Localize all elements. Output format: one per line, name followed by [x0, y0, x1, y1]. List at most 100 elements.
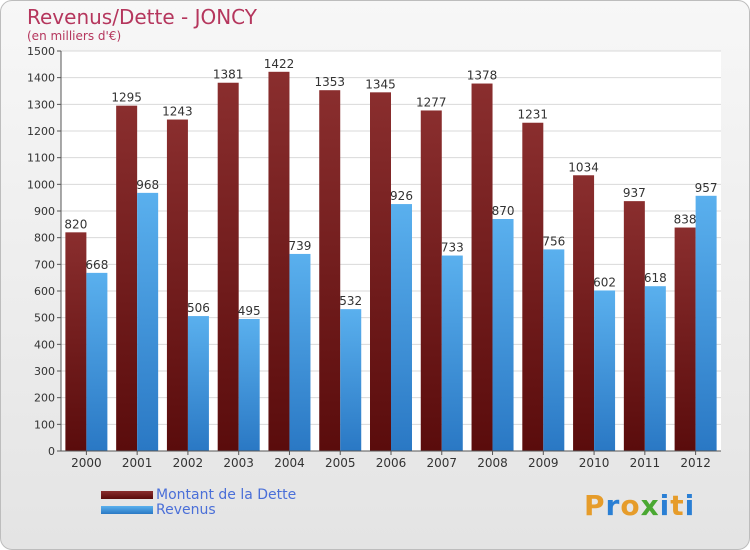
x-tick-label: 2003: [223, 456, 254, 470]
data-label-revenus: 668: [85, 258, 108, 272]
data-label-dette: 937: [623, 186, 646, 200]
data-label-dette: 1034: [568, 160, 599, 174]
y-tick-label: 400: [34, 338, 55, 351]
bar-revenus: [492, 219, 514, 451]
y-tick-label: 300: [34, 365, 55, 378]
data-label-dette: 1422: [264, 57, 295, 71]
bar-revenus: [289, 253, 311, 451]
y-tick-label: 1200: [27, 125, 55, 138]
bar-dette: [65, 232, 87, 451]
data-label-dette: 1277: [416, 95, 447, 109]
legend-label-revenus: Revenus: [156, 501, 216, 518]
logo-letter: i: [684, 489, 696, 522]
bar-revenus: [391, 204, 412, 451]
bar-dette: [674, 227, 696, 451]
legend-item-debt: Montant de la Dette: [101, 486, 297, 503]
chart-subtitle: (en milliers d'€): [27, 29, 122, 43]
data-label-dette: 1345: [365, 77, 396, 91]
data-label-revenus: 602: [593, 275, 616, 289]
bar-dette: [623, 201, 645, 451]
bar-revenus: [86, 272, 108, 451]
x-tick-label: 2011: [630, 456, 661, 470]
x-tick-label: 2000: [71, 456, 102, 470]
bar-dette: [319, 90, 341, 451]
x-tick-label: 2008: [477, 456, 508, 470]
y-tick-label: 100: [34, 418, 55, 431]
data-label-revenus: 739: [289, 239, 312, 253]
data-label-revenus: 618: [644, 271, 667, 285]
y-tick-label: 1400: [27, 72, 55, 85]
y-tick-label: 1100: [27, 152, 55, 165]
data-label-revenus: 968: [136, 178, 159, 192]
logo-letter: r: [605, 489, 621, 522]
bar-revenus: [137, 192, 159, 451]
bar-revenus: [441, 255, 463, 451]
bar-dette: [573, 175, 595, 451]
logo-letter: t: [670, 489, 685, 522]
data-label-revenus: 926: [390, 189, 413, 203]
data-label-dette: 1378: [467, 69, 498, 83]
bar-revenus: [238, 319, 260, 451]
bar-revenus: [187, 316, 209, 451]
data-label-revenus: 870: [492, 204, 515, 218]
data-label-dette: 1353: [314, 75, 345, 89]
bar-revenus: [695, 195, 717, 451]
y-tick-label: 600: [34, 285, 55, 298]
data-label-dette: 1295: [111, 91, 142, 105]
x-tick-label: 2010: [579, 456, 610, 470]
bar-dette: [116, 105, 138, 452]
bar-revenus: [543, 249, 565, 451]
data-label-dette: 838: [674, 213, 697, 227]
bar-dette: [471, 83, 493, 452]
legend-swatch-revenus: [101, 505, 153, 514]
data-label-revenus: 957: [695, 181, 718, 195]
bar-revenus: [594, 290, 616, 451]
proxiti-logo: Proxiti: [584, 489, 695, 522]
x-tick-label: 2005: [325, 456, 356, 470]
bar-revenus: [644, 286, 666, 451]
bar-dette: [166, 119, 188, 452]
legend-item-revenus: Revenus: [101, 501, 296, 518]
data-label-dette: 820: [64, 217, 87, 231]
data-label-revenus: 756: [542, 234, 565, 248]
y-tick-label: 1000: [27, 178, 55, 191]
x-tick-label: 2007: [426, 456, 457, 470]
y-tick-label: 800: [34, 232, 55, 245]
x-tick-label: 2002: [173, 456, 204, 470]
logo-letter: x: [640, 489, 660, 522]
legend-label-debt: Montant de la Dette: [156, 486, 297, 503]
data-label-dette: 1243: [162, 105, 193, 119]
bar-dette: [268, 71, 290, 452]
x-tick-label: 2006: [376, 456, 407, 470]
logo-letter: o: [620, 489, 641, 522]
logo-letter: P: [584, 489, 606, 522]
logo-letter: i: [659, 489, 671, 522]
x-tick-label: 2009: [528, 456, 559, 470]
y-tick-label: 1300: [27, 98, 55, 111]
y-tick-label: 200: [34, 392, 55, 405]
data-label-revenus: 495: [238, 304, 261, 318]
y-tick-label: 700: [34, 258, 55, 271]
bar-dette: [420, 110, 442, 451]
legend: Montant de la Dette Revenus: [101, 486, 297, 518]
y-tick-label: 0: [48, 445, 55, 458]
data-label-dette: 1381: [213, 68, 244, 82]
bar-dette: [522, 122, 544, 451]
x-tick-label: 2004: [274, 456, 305, 470]
bar-dette: [217, 82, 239, 451]
x-tick-label: 2001: [122, 456, 153, 470]
data-label-revenus: 506: [187, 301, 210, 315]
data-label-revenus: 532: [339, 294, 362, 308]
y-tick-label: 900: [34, 205, 55, 218]
y-tick-label: 500: [34, 312, 55, 325]
data-label-revenus: 733: [441, 241, 464, 255]
y-tick-label: 1500: [27, 45, 55, 58]
chart-title: Revenus/Dette - JONCY: [27, 5, 258, 29]
data-label-dette: 1231: [518, 108, 549, 122]
bar-dette: [370, 92, 391, 451]
bar-revenus: [340, 309, 362, 451]
legend-swatch-debt: [101, 490, 153, 499]
x-tick-label: 2012: [680, 456, 711, 470]
